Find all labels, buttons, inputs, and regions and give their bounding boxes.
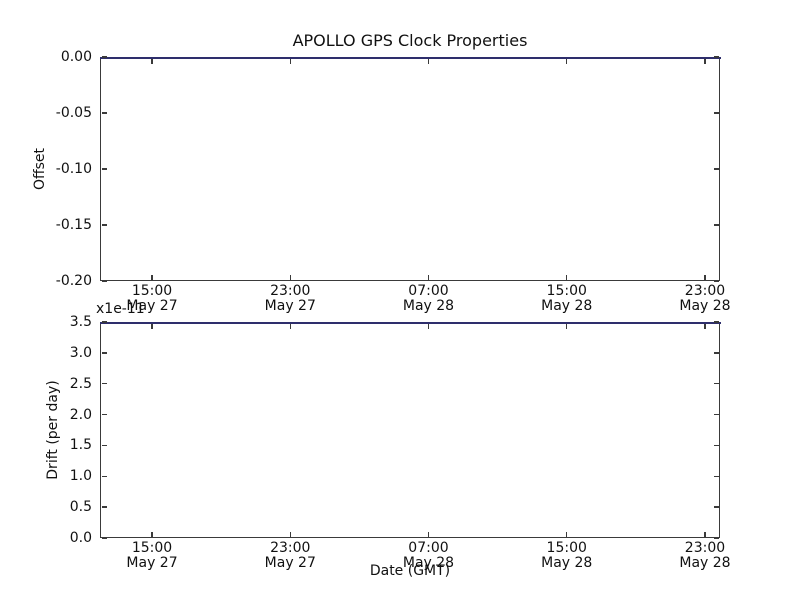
y-tick-mark xyxy=(713,112,719,114)
x-tick-time: 07:00 xyxy=(408,283,449,299)
y-tick-label: -0.15 xyxy=(55,217,92,233)
x-tick-mark xyxy=(427,323,430,329)
y-tick-mark xyxy=(713,413,719,416)
x-tick-mark xyxy=(704,58,706,64)
y-tick-label: 1.5 xyxy=(69,437,92,454)
x-tick-label: 15:00 May 28 xyxy=(521,541,613,571)
x-tick-time: 23:00 xyxy=(270,283,311,299)
x-tick-date: May 27 xyxy=(264,298,316,314)
y-tick-mark xyxy=(101,224,107,226)
x-tick-date: May 27 xyxy=(126,555,178,571)
y-tick-mark xyxy=(713,506,719,508)
x-tick-mark xyxy=(289,58,292,64)
x-tick-time: 23:00 xyxy=(684,540,726,556)
x-tick-date: May 28 xyxy=(541,298,593,314)
x-tick-label: 15:00 May 27 xyxy=(106,284,198,314)
x-tick-time: 15:00 xyxy=(546,283,587,299)
x-tick-date: May 28 xyxy=(402,298,455,314)
y-tick-mark xyxy=(101,475,107,478)
x-tick-date: May 28 xyxy=(402,555,455,571)
y-tick-mark xyxy=(713,56,719,58)
x-axis-label: Date (GMT) xyxy=(369,563,451,579)
y-tick-label: 3.5 xyxy=(69,314,92,330)
y-tick-mark xyxy=(713,224,719,226)
y-tick-label: 3.0 xyxy=(69,344,92,361)
x-tick-time: 23:00 xyxy=(270,540,311,556)
y-tick-mark xyxy=(101,382,107,385)
x-tick-time: 23:00 xyxy=(684,283,726,299)
x-tick-date: May 27 xyxy=(126,298,178,314)
x-tick-mark xyxy=(565,58,568,64)
x-tick-date: May 28 xyxy=(541,555,593,571)
x-tick-mark xyxy=(427,58,430,64)
x-tick-date: May 27 xyxy=(264,555,316,571)
x-tick-label: 07:00 May 28 xyxy=(382,284,474,314)
x-tick-mark xyxy=(704,323,706,329)
y-tick-label: 0.5 xyxy=(69,499,92,516)
x-tick-time: 15:00 xyxy=(131,540,173,556)
x-tick-mark xyxy=(565,274,568,280)
y-tick-mark xyxy=(101,112,107,114)
x-tick-mark xyxy=(151,274,153,280)
x-tick-mark xyxy=(704,274,706,280)
x-tick-mark xyxy=(427,531,430,537)
x-tick-time: 15:00 xyxy=(546,540,587,556)
offset-series-line xyxy=(99,56,721,59)
y-tick-mark xyxy=(101,413,107,416)
y-tick-mark xyxy=(713,352,719,354)
chart-title: APOLLO GPS Clock Properties xyxy=(292,31,528,50)
drift-axis-label: Drift (per day) xyxy=(45,380,61,480)
x-tick-mark xyxy=(565,531,568,537)
y-tick-mark xyxy=(713,444,719,447)
y-tick-mark xyxy=(101,280,107,282)
x-tick-label: 07:00 May 28 xyxy=(382,541,474,571)
y-tick-mark xyxy=(713,168,719,170)
y-tick-label: 2.0 xyxy=(69,406,92,423)
x-tick-label: 15:00 May 28 xyxy=(521,284,613,314)
y-tick-label: 0.0 xyxy=(69,530,92,546)
x-tick-label: 23:00 May 28 xyxy=(659,541,751,571)
y-tick-label: -0.05 xyxy=(55,105,92,121)
y-tick-mark xyxy=(713,321,719,323)
y-tick-mark xyxy=(101,537,107,539)
x-tick-label: 23:00 May 27 xyxy=(244,284,336,314)
x-tick-mark xyxy=(427,274,430,280)
x-tick-mark xyxy=(151,323,153,329)
x-tick-mark xyxy=(151,531,153,537)
x-tick-mark xyxy=(565,323,568,329)
y-tick-label: 1.0 xyxy=(69,468,92,485)
y-tick-mark xyxy=(101,321,107,323)
x-tick-date: May 28 xyxy=(679,555,731,571)
x-tick-mark xyxy=(151,58,153,64)
y-tick-label: 0.00 xyxy=(60,49,92,65)
y-tick-mark xyxy=(101,56,107,58)
y-tick-mark xyxy=(713,475,719,478)
drift-series-line xyxy=(99,321,721,324)
x-tick-mark xyxy=(289,323,292,329)
y-tick-mark xyxy=(713,382,719,385)
x-tick-mark xyxy=(289,531,292,537)
y-tick-mark xyxy=(713,537,719,539)
y-tick-label: -0.10 xyxy=(55,161,92,177)
y-tick-label: 2.5 xyxy=(69,375,92,392)
y-tick-mark xyxy=(101,506,107,508)
offset-plot-area xyxy=(99,56,721,281)
y-tick-mark xyxy=(713,280,719,282)
x-tick-mark xyxy=(289,274,292,280)
y-tick-mark xyxy=(101,444,107,447)
x-tick-time: 07:00 xyxy=(408,540,449,556)
x-tick-label: 23:00 May 28 xyxy=(659,284,751,314)
y-tick-label: -0.20 xyxy=(55,273,92,289)
x-tick-label: 23:00 May 27 xyxy=(244,541,336,571)
axis-multiplier-label: x1e-11 xyxy=(96,301,145,317)
x-tick-time: 15:00 xyxy=(131,283,173,299)
drift-plot-area xyxy=(99,321,721,538)
x-tick-mark xyxy=(704,531,706,537)
x-tick-date: May 28 xyxy=(679,298,731,314)
y-tick-mark xyxy=(101,352,107,354)
x-tick-label: 15:00 May 27 xyxy=(106,541,198,571)
y-tick-mark xyxy=(101,168,107,170)
